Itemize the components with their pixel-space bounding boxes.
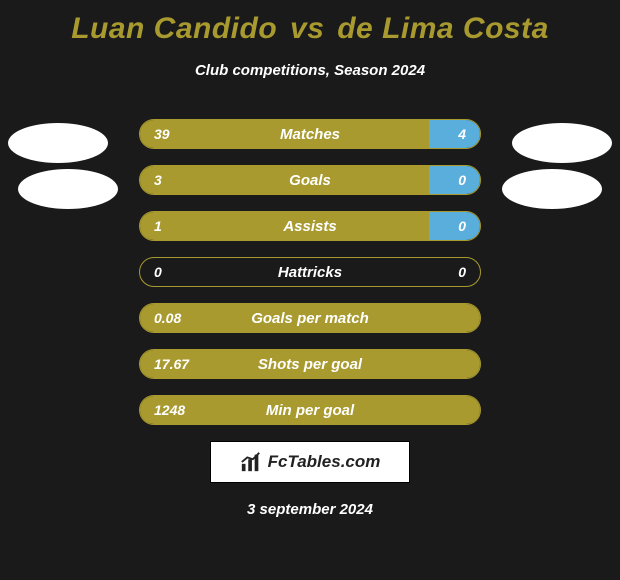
bar-value-player1: 0 (154, 258, 162, 286)
bar-segment-player1 (140, 350, 480, 378)
vs-label: vs (290, 12, 324, 45)
bar-segment-player2 (429, 120, 480, 148)
comparison-chart: 39Matches4 3Goals0 1Assists0 0Hattricks0 0.0… (0, 119, 620, 425)
bar-row: 1Assists0 (139, 211, 481, 241)
player1-photo-placeholder (8, 123, 108, 163)
player1-photo-placeholder-2 (18, 169, 118, 209)
player2-name: de Lima Costa (337, 12, 549, 45)
bars-container: 39Matches4 3Goals0 1Assists0 0Hattricks0 0.0… (139, 119, 481, 425)
bar-row: 17.67Shots per goal (139, 349, 481, 379)
bar-segment-player2 (429, 212, 480, 240)
chart-icon (240, 451, 262, 473)
bar-label: Hattricks (140, 258, 480, 286)
date-label: 3 september 2024 (0, 501, 620, 518)
player1-name: Luan Candido (71, 12, 277, 45)
bar-segment-player1 (140, 120, 429, 148)
bar-row: 39Matches4 (139, 119, 481, 149)
page-title: Luan Candido vs de Lima Costa (0, 0, 620, 46)
fctables-logo: FcTables.com (210, 441, 410, 483)
bar-row: 3Goals0 (139, 165, 481, 195)
player2-photo-placeholder-2 (502, 169, 602, 209)
bar-row: 1248Min per goal (139, 395, 481, 425)
bar-segment-player1 (140, 212, 429, 240)
bar-row: 0.08Goals per match (139, 303, 481, 333)
subtitle: Club competitions, Season 2024 (0, 62, 620, 79)
bar-row: 0Hattricks0 (139, 257, 481, 287)
bar-segment-player1 (140, 396, 480, 424)
logo-text: FcTables.com (268, 452, 381, 472)
bar-value-player2: 0 (458, 258, 466, 286)
player2-photo-placeholder (512, 123, 612, 163)
bar-segment-player1 (140, 304, 480, 332)
bar-segment-player2 (429, 166, 480, 194)
bar-segment-player1 (140, 166, 429, 194)
